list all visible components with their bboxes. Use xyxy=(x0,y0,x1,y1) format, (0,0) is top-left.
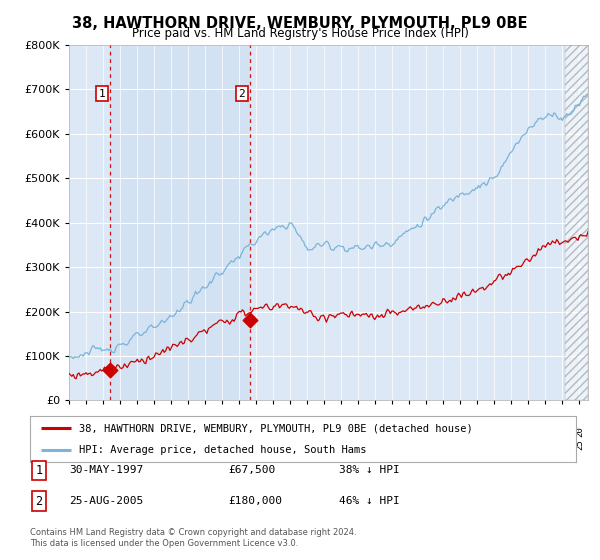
Text: 20: 20 xyxy=(490,440,499,450)
Text: Price paid vs. HM Land Registry's House Price Index (HPI): Price paid vs. HM Land Registry's House … xyxy=(131,27,469,40)
Text: 02: 02 xyxy=(184,440,193,450)
Text: 19: 19 xyxy=(133,426,142,437)
Text: 23: 23 xyxy=(541,440,550,450)
Text: 20: 20 xyxy=(337,426,346,437)
Text: £67,500: £67,500 xyxy=(228,465,275,475)
Text: 12: 12 xyxy=(354,440,363,450)
Text: 95: 95 xyxy=(65,440,74,450)
Text: 20: 20 xyxy=(422,426,431,437)
Text: 20: 20 xyxy=(473,426,482,437)
Text: 17: 17 xyxy=(439,440,448,450)
Text: 18: 18 xyxy=(456,440,465,450)
Text: 15: 15 xyxy=(405,440,414,450)
Text: 25-AUG-2005: 25-AUG-2005 xyxy=(69,496,143,506)
Text: 19: 19 xyxy=(82,426,91,437)
Text: 13: 13 xyxy=(371,440,380,450)
Text: 20: 20 xyxy=(167,426,176,437)
Text: 20: 20 xyxy=(575,426,584,437)
Text: Contains HM Land Registry data © Crown copyright and database right 2024.
This d: Contains HM Land Registry data © Crown c… xyxy=(30,528,356,548)
Text: 99: 99 xyxy=(133,440,142,450)
Text: 05: 05 xyxy=(235,440,244,450)
Text: 20: 20 xyxy=(371,426,380,437)
Text: 25: 25 xyxy=(575,440,584,450)
Text: 19: 19 xyxy=(65,426,74,437)
Text: 1: 1 xyxy=(98,88,105,99)
Text: 20: 20 xyxy=(251,426,260,437)
Text: 16: 16 xyxy=(422,440,431,450)
Bar xyxy=(110,45,250,400)
Text: 20: 20 xyxy=(200,426,209,437)
Text: 19: 19 xyxy=(98,426,107,437)
Text: 00: 00 xyxy=(149,440,158,450)
Text: 19: 19 xyxy=(473,440,482,450)
Text: 20: 20 xyxy=(405,426,414,437)
Text: 20: 20 xyxy=(558,426,567,437)
Text: 2: 2 xyxy=(35,494,43,508)
Text: 20: 20 xyxy=(218,426,227,437)
Text: 22: 22 xyxy=(524,440,533,450)
Text: 20: 20 xyxy=(388,426,397,437)
Text: 30-MAY-1997: 30-MAY-1997 xyxy=(69,465,143,475)
Point xyxy=(106,366,115,375)
Text: 20: 20 xyxy=(235,426,244,437)
Text: 11: 11 xyxy=(337,440,346,450)
Text: 20: 20 xyxy=(541,426,550,437)
Bar xyxy=(565,45,588,400)
Text: 07: 07 xyxy=(269,440,278,450)
Text: £180,000: £180,000 xyxy=(228,496,282,506)
Text: 08: 08 xyxy=(286,440,295,450)
Text: 19: 19 xyxy=(116,426,125,437)
Text: 46% ↓ HPI: 46% ↓ HPI xyxy=(339,496,400,506)
Text: 20: 20 xyxy=(303,426,312,437)
Text: 1: 1 xyxy=(35,464,43,477)
Text: 20: 20 xyxy=(184,426,193,437)
Text: 38% ↓ HPI: 38% ↓ HPI xyxy=(339,465,400,475)
Text: 06: 06 xyxy=(251,440,260,450)
Text: 21: 21 xyxy=(507,440,516,450)
Text: 20: 20 xyxy=(456,426,465,437)
Text: 20: 20 xyxy=(286,426,295,437)
Text: 03: 03 xyxy=(200,440,209,450)
Text: 20: 20 xyxy=(320,426,329,437)
Text: 38, HAWTHORN DRIVE, WEMBURY, PLYMOUTH, PL9 0BE: 38, HAWTHORN DRIVE, WEMBURY, PLYMOUTH, P… xyxy=(72,16,528,31)
Text: 09: 09 xyxy=(303,440,312,450)
Text: 98: 98 xyxy=(116,440,125,450)
Point xyxy=(245,316,255,325)
Text: 2: 2 xyxy=(238,88,245,99)
Text: 20: 20 xyxy=(149,426,158,437)
Text: 97: 97 xyxy=(98,440,107,450)
Text: 10: 10 xyxy=(320,440,329,450)
Text: 20: 20 xyxy=(490,426,499,437)
Text: 04: 04 xyxy=(218,440,227,450)
Text: 20: 20 xyxy=(354,426,363,437)
Text: HPI: Average price, detached house, South Hams: HPI: Average price, detached house, Sout… xyxy=(79,445,367,455)
Text: 20: 20 xyxy=(524,426,533,437)
Text: 01: 01 xyxy=(167,440,176,450)
Text: 24: 24 xyxy=(558,440,567,450)
Text: 20: 20 xyxy=(269,426,278,437)
Text: 96: 96 xyxy=(82,440,91,450)
Text: 20: 20 xyxy=(507,426,516,437)
Text: 38, HAWTHORN DRIVE, WEMBURY, PLYMOUTH, PL9 0BE (detached house): 38, HAWTHORN DRIVE, WEMBURY, PLYMOUTH, P… xyxy=(79,423,473,433)
Text: 20: 20 xyxy=(439,426,448,437)
Text: 14: 14 xyxy=(388,440,397,450)
